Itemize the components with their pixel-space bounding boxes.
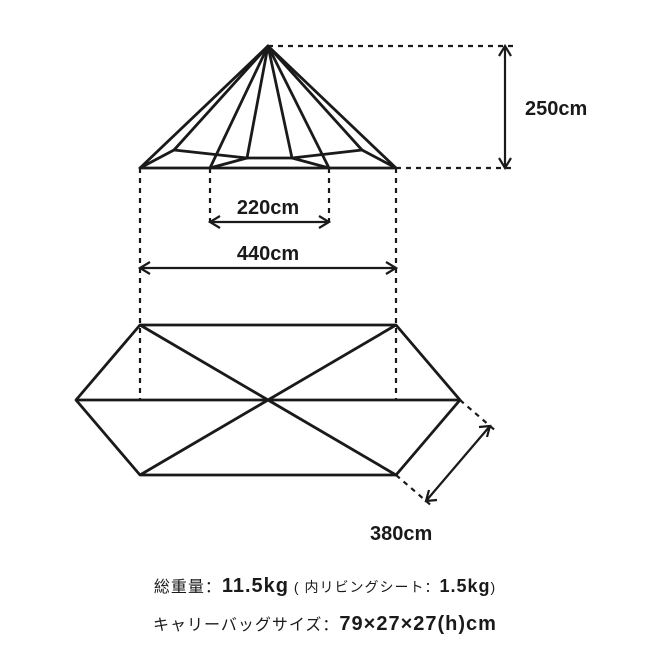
spec-bag-value: 79×27×27(h)cm: [339, 613, 497, 635]
spec-weight-note-close: ): [491, 579, 497, 595]
tent-side-elevation: [140, 46, 396, 168]
spec-weight-value: 11.5kg: [222, 575, 289, 597]
spec-weight-note-open: ( 内リビングシート：: [289, 579, 439, 595]
dim-height: [268, 46, 515, 168]
dim-height-label: 250cm: [525, 98, 587, 120]
dim-outer-width-label: 440cm: [237, 243, 299, 265]
spec-bag-line: キャリーバッグサイズ：79×27×27(h)cm: [153, 613, 497, 635]
spec-bag-label: キャリーバッグサイズ：: [153, 616, 339, 634]
spec-weight-line: 総重量：11.5kg ( 内リビングシート：1.5kg): [154, 575, 496, 597]
dim-inner-width-label: 220cm: [237, 197, 299, 219]
spec-weight-label: 総重量：: [154, 578, 222, 596]
spec-weight-note-value: 1.5kg: [439, 576, 490, 596]
tent-plan-hexagon: [76, 325, 460, 475]
tent-spec-diagram: 250cm 220cm 440cm: [0, 0, 650, 650]
dim-side-length-label: 380cm: [370, 523, 432, 545]
